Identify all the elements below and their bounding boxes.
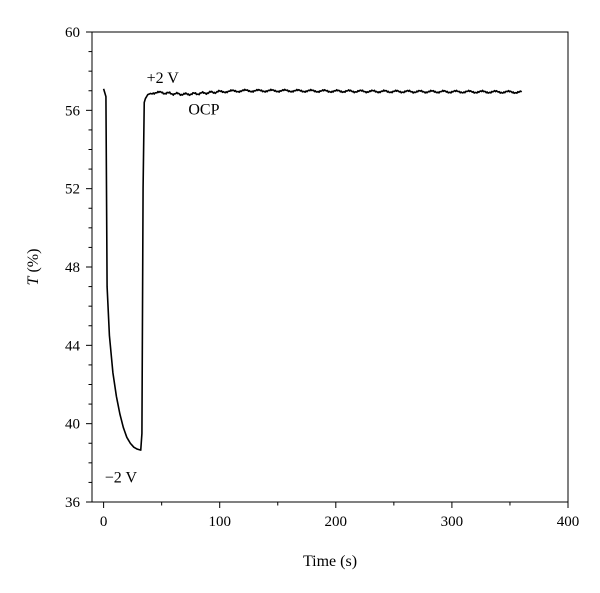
y-tick-label: 52 bbox=[65, 182, 80, 198]
annotation-label: −2 V bbox=[105, 469, 138, 486]
y-axis-label-symbol: T bbox=[25, 275, 42, 285]
y-tick-label: 60 bbox=[65, 25, 80, 41]
y-axis-label-unit: (%) bbox=[25, 249, 42, 277]
y-axis-label: T (%) bbox=[25, 249, 42, 286]
y-tick-label: 56 bbox=[65, 103, 81, 119]
tick-labels: 0 100 200 300 400 36 40 44 48 52 56 60 bbox=[65, 25, 579, 530]
x-tick-label: 100 bbox=[208, 514, 231, 530]
annotations: +2 V OCP −2 V bbox=[105, 70, 220, 486]
x-tick-label: 0 bbox=[100, 514, 108, 530]
y-tick-label: 48 bbox=[65, 260, 80, 276]
y-tick-label: 44 bbox=[65, 338, 81, 354]
axis-ticks bbox=[86, 31, 569, 508]
x-tick-label: 300 bbox=[441, 514, 464, 530]
y-tick-label: 36 bbox=[65, 495, 81, 511]
y-tick-label: 40 bbox=[65, 417, 80, 433]
annotation-label: +2 V bbox=[147, 70, 180, 87]
plot-frame bbox=[91, 31, 569, 503]
x-tick-label: 200 bbox=[325, 514, 348, 530]
x-axis-label: Time (s) bbox=[303, 553, 357, 570]
series-line bbox=[102, 88, 523, 451]
annotation-label: OCP bbox=[188, 101, 219, 118]
x-tick-label: 400 bbox=[557, 514, 580, 530]
